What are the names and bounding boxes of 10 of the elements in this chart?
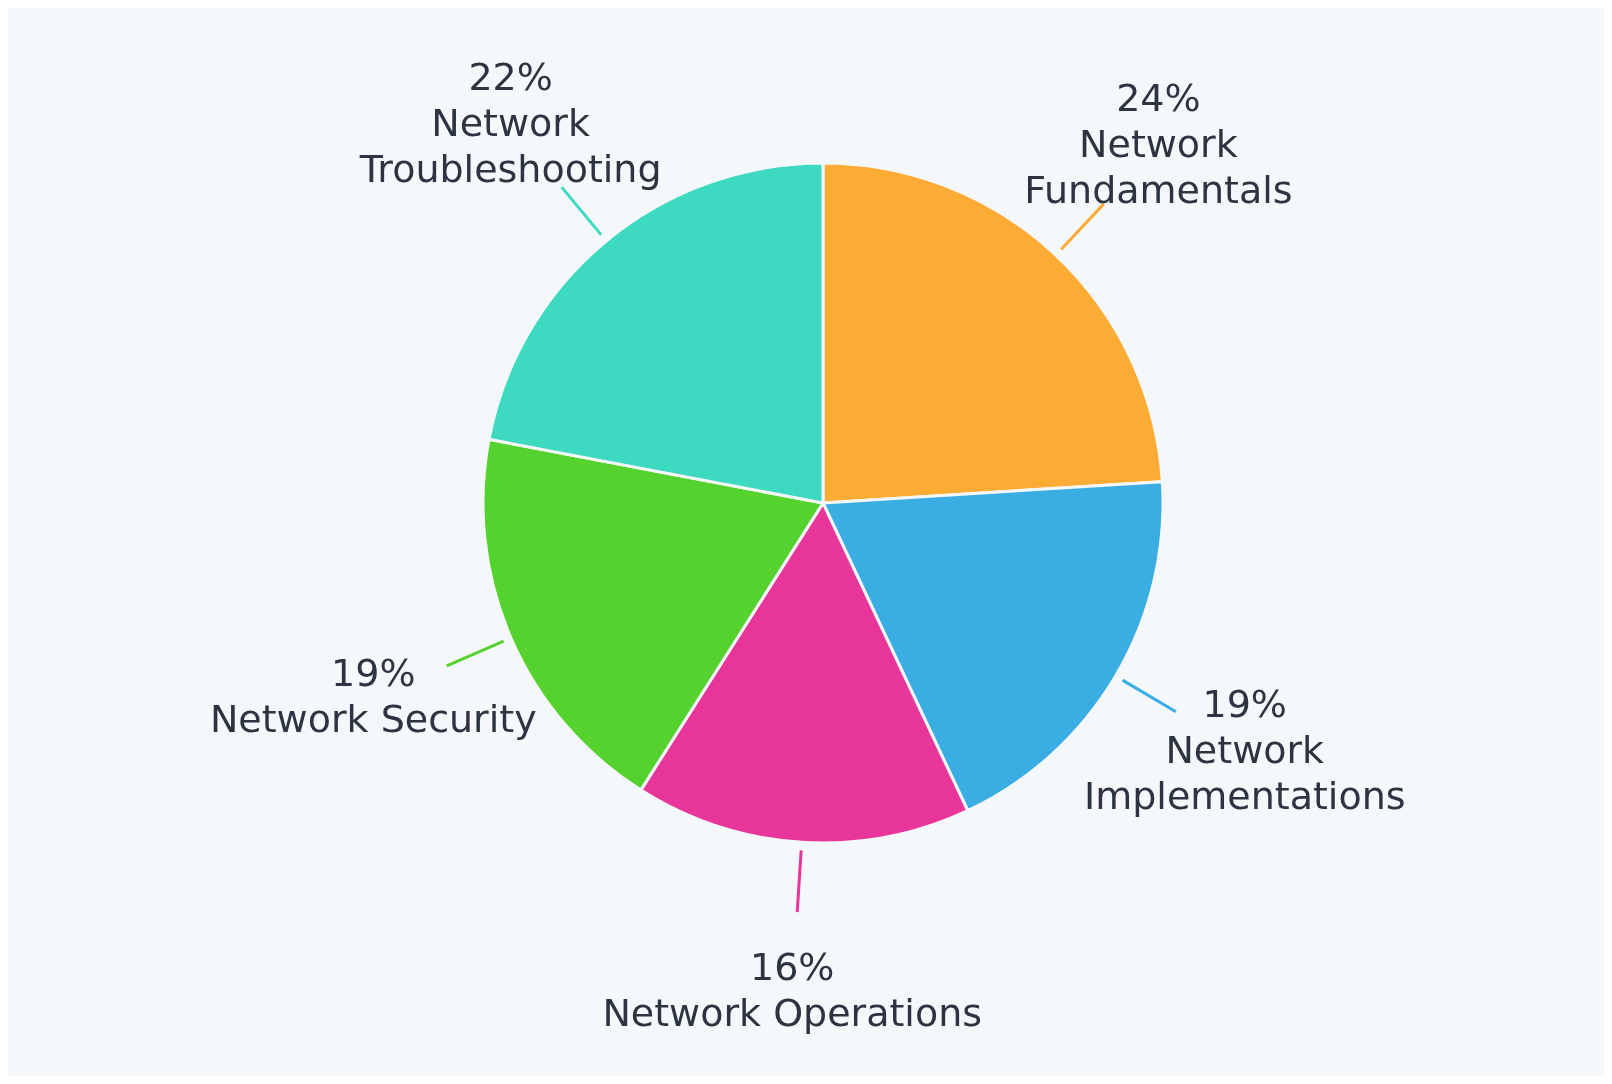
- slice-label: Network Operations: [602, 990, 983, 1035]
- data-label: 22%: [468, 54, 553, 99]
- slice-label: Network Implementations: [1083, 727, 1406, 818]
- slice-label: Network Security: [209, 696, 537, 741]
- data-label: 19%: [1202, 681, 1287, 726]
- data-label: 19%: [331, 650, 416, 695]
- slice-label: Network Troubleshooting: [358, 100, 662, 191]
- data-label: 24%: [1116, 75, 1201, 120]
- data-label: 16%: [750, 944, 835, 989]
- slice-label: Network Fundamentals: [1024, 121, 1293, 212]
